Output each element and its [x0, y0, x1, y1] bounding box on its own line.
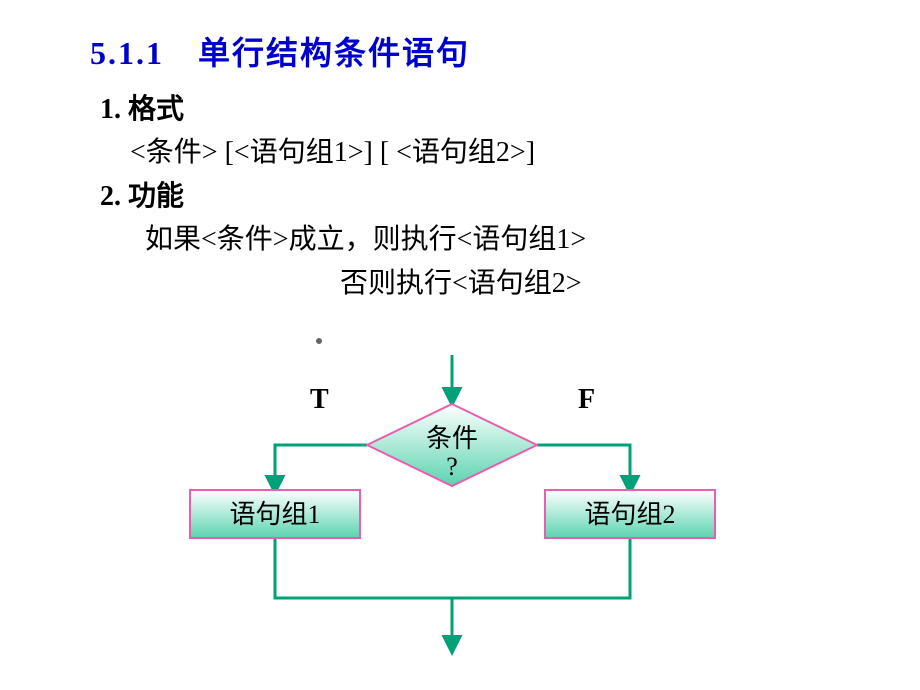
svg-text:?: ?: [446, 452, 458, 481]
function-line-2: 否则执行<语句组2>: [100, 262, 586, 305]
heading-function: 2. 功能: [100, 175, 586, 218]
bullet-dot: [316, 338, 322, 344]
flowchart: 条件? 语句组1 语句组2 T F: [0, 350, 920, 690]
svg-text:语句组2: 语句组2: [584, 500, 675, 529]
svg-text:F: F: [578, 384, 595, 415]
content-block: 1. 格式 <条件> [<语句组1>] [ <语句组2>] 2. 功能 如果<条…: [100, 88, 586, 305]
format-line: <条件> [<语句组1>] [ <语句组2>]: [100, 131, 586, 174]
svg-text:T: T: [310, 384, 329, 415]
svg-text:语句组1: 语句组1: [229, 500, 320, 529]
heading-format: 1. 格式: [100, 88, 586, 131]
svg-text:条件: 条件: [426, 424, 478, 453]
function-line-1: 如果<条件>成立，则执行<语句组1>: [100, 218, 586, 261]
page-title: 5.1.1 单行结构条件语句: [90, 28, 470, 74]
